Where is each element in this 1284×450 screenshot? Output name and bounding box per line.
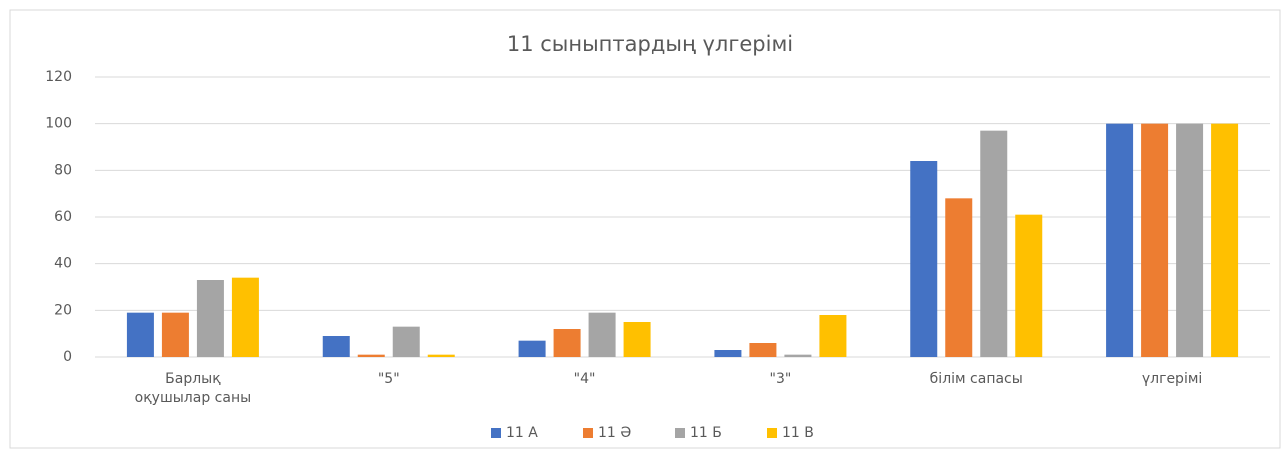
- x-tick-label: "4": [574, 371, 596, 387]
- bar: [322, 336, 350, 357]
- bar: [427, 354, 455, 357]
- bar: [357, 354, 385, 357]
- bar: [714, 350, 742, 357]
- bar: [196, 280, 224, 357]
- legend-swatch: [491, 428, 501, 438]
- bar: [980, 130, 1008, 357]
- y-tick-label: 40: [54, 256, 72, 272]
- bar: [161, 312, 189, 357]
- x-tick-label: білім сапасы: [930, 371, 1023, 387]
- bar: [518, 340, 546, 357]
- bar: [945, 198, 973, 357]
- legend-swatch: [675, 428, 685, 438]
- y-tick-label: 20: [54, 302, 72, 318]
- legend-label: 11 В: [782, 425, 814, 441]
- bar: [749, 343, 777, 357]
- bar: [1176, 123, 1204, 358]
- bar: [126, 312, 154, 357]
- bar: [1015, 214, 1043, 357]
- legend-swatch: [583, 428, 593, 438]
- chart-border: [9, 9, 1281, 449]
- bar: [392, 326, 420, 357]
- y-tick-label: 120: [45, 69, 72, 85]
- legend-label: 11 Б: [690, 425, 722, 441]
- y-tick-label: 0: [63, 349, 72, 365]
- x-tick-label: "3": [770, 371, 792, 387]
- x-tick-label: үлгерімі: [1142, 371, 1202, 387]
- y-tick-label: 100: [45, 116, 72, 132]
- bar: [588, 312, 616, 357]
- bar: [910, 161, 938, 357]
- bar: [784, 354, 812, 357]
- bar: [1211, 123, 1239, 358]
- bar: [1141, 123, 1169, 358]
- chart-title: 11 сыныптардың үлгерімі: [507, 32, 793, 56]
- bar: [819, 315, 847, 357]
- bar: [1106, 123, 1134, 358]
- y-tick-label: 60: [54, 209, 72, 225]
- x-tick-label: "5": [378, 371, 400, 387]
- bar: [231, 277, 259, 357]
- bar: [623, 322, 651, 357]
- legend-label: 11 А: [506, 425, 538, 441]
- bar: [553, 329, 581, 357]
- y-tick-label: 80: [54, 162, 72, 178]
- x-tick-label-line: Барлық: [165, 371, 221, 387]
- legend-swatch: [767, 428, 777, 438]
- legend-label: 11 Ә: [598, 425, 631, 441]
- x-tick-label: Барлық оқушылар саны: [135, 371, 252, 406]
- x-tick-label-line: оқушылар саны: [135, 390, 252, 406]
